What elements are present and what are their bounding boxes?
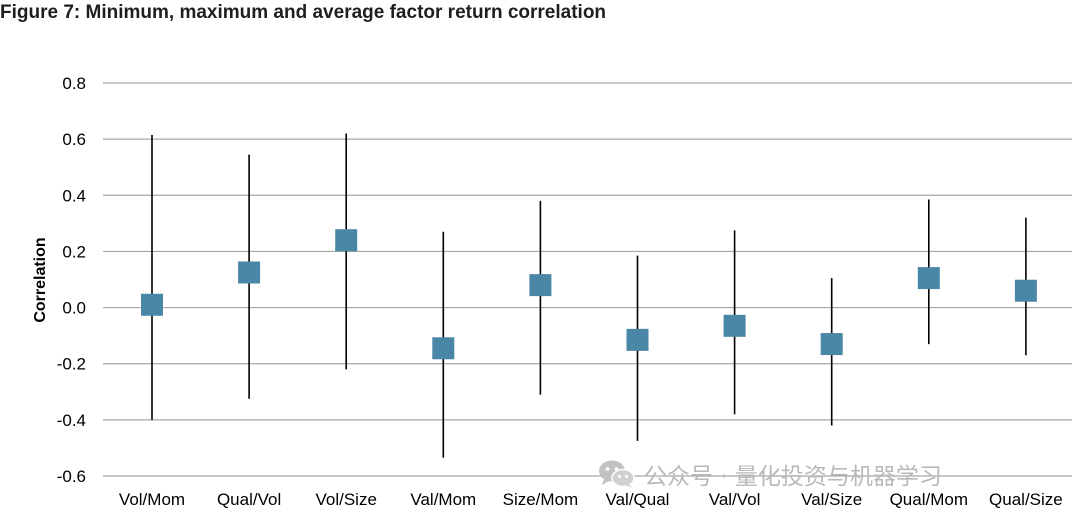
average-markers bbox=[141, 229, 1037, 360]
y-axis-ticks: 0.8 0.6 0.4 0.2 0.0 -0.2 -0.4 -0.6 bbox=[57, 74, 86, 486]
wechat-icon bbox=[599, 460, 635, 488]
y-tick-label: 0.8 bbox=[62, 74, 86, 93]
x-tick-label: Val/Qual bbox=[606, 490, 670, 509]
average-marker bbox=[820, 333, 843, 356]
gridlines bbox=[103, 82, 1072, 477]
x-tick-label: Qual/Vol bbox=[217, 490, 281, 509]
average-marker bbox=[1014, 279, 1037, 302]
average-marker bbox=[626, 328, 649, 351]
x-tick-label: Val/Vol bbox=[709, 490, 761, 509]
y-tick-label: 0.6 bbox=[62, 130, 86, 149]
x-tick-label: Vol/Size bbox=[315, 490, 376, 509]
x-tick-label: Qual/Mom bbox=[890, 490, 968, 509]
average-marker bbox=[432, 337, 455, 360]
figure-title: Figure 7: Minimum, maximum and average f… bbox=[0, 2, 607, 23]
average-marker bbox=[141, 293, 163, 316]
watermark-text: 公众号 · 量化投资与机器学习 bbox=[644, 464, 942, 490]
x-tick-label: Qual/Size bbox=[989, 490, 1063, 509]
x-tick-label: Vol/Mom bbox=[119, 490, 185, 509]
y-tick-label: 0.4 bbox=[62, 186, 86, 205]
watermark: 公众号 · 量化投资与机器学习 bbox=[598, 456, 942, 492]
y-tick-label: -0.6 bbox=[57, 467, 86, 486]
x-tick-label: Size/Mom bbox=[503, 490, 579, 509]
x-tick-label: Val/Mom bbox=[410, 490, 476, 509]
average-marker bbox=[917, 267, 940, 290]
range-whiskers bbox=[151, 133, 1027, 458]
y-tick-label: -0.2 bbox=[57, 355, 86, 374]
y-axis-label: Correlation bbox=[32, 237, 49, 322]
x-axis-ticks: Vol/Mom Qual/Vol Vol/Size Val/Mom Size/Mom Va… bbox=[119, 490, 1063, 509]
y-tick-label: 0.0 bbox=[62, 299, 86, 318]
average-marker bbox=[335, 229, 358, 252]
average-marker bbox=[238, 261, 261, 284]
average-marker bbox=[529, 274, 552, 297]
y-tick-label: -0.4 bbox=[57, 411, 86, 430]
x-tick-label: Val/Size bbox=[801, 490, 862, 509]
y-tick-label: 0.2 bbox=[62, 242, 86, 261]
average-marker bbox=[723, 314, 746, 337]
